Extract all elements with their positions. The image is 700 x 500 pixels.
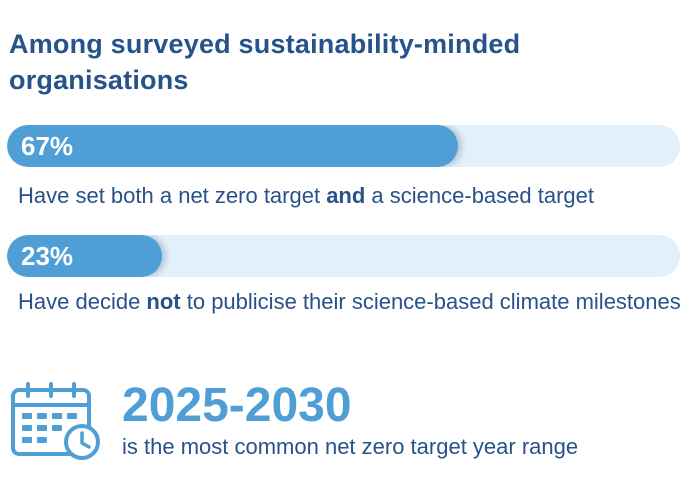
bar-caption-1-emphasis: and xyxy=(326,183,366,208)
bar-caption-2-emphasis: not xyxy=(146,289,181,314)
infographic-title: Among surveyed sustainability-minded org… xyxy=(9,29,521,95)
bar-caption-1-text-start: Have set both a net zero target xyxy=(18,183,327,208)
bar-fill-2 xyxy=(7,235,162,277)
bar-caption-2-text-start: Have decide xyxy=(18,289,147,314)
bar-caption-2-text-end: to publicise their science-based climate… xyxy=(180,289,681,314)
bar-caption-1-text-end: a science-based target xyxy=(365,183,595,208)
target-year-range: 2025-2030 xyxy=(122,379,352,432)
bar-track-2: 23% xyxy=(7,235,680,277)
bar-value-label-2: 23% xyxy=(21,241,74,271)
bar-caption-1: Have set both a net zero target and a sc… xyxy=(18,180,683,211)
bar-value-label-1: 67% xyxy=(21,131,74,161)
bar-fill-1 xyxy=(7,125,458,167)
target-year-range-caption: is the most common net zero target year … xyxy=(122,434,579,459)
bar-track-1: 67% xyxy=(7,125,680,167)
bar-caption-2: Have decide not to publicise their scien… xyxy=(18,286,683,317)
calendar-clock-icon xyxy=(11,382,100,460)
